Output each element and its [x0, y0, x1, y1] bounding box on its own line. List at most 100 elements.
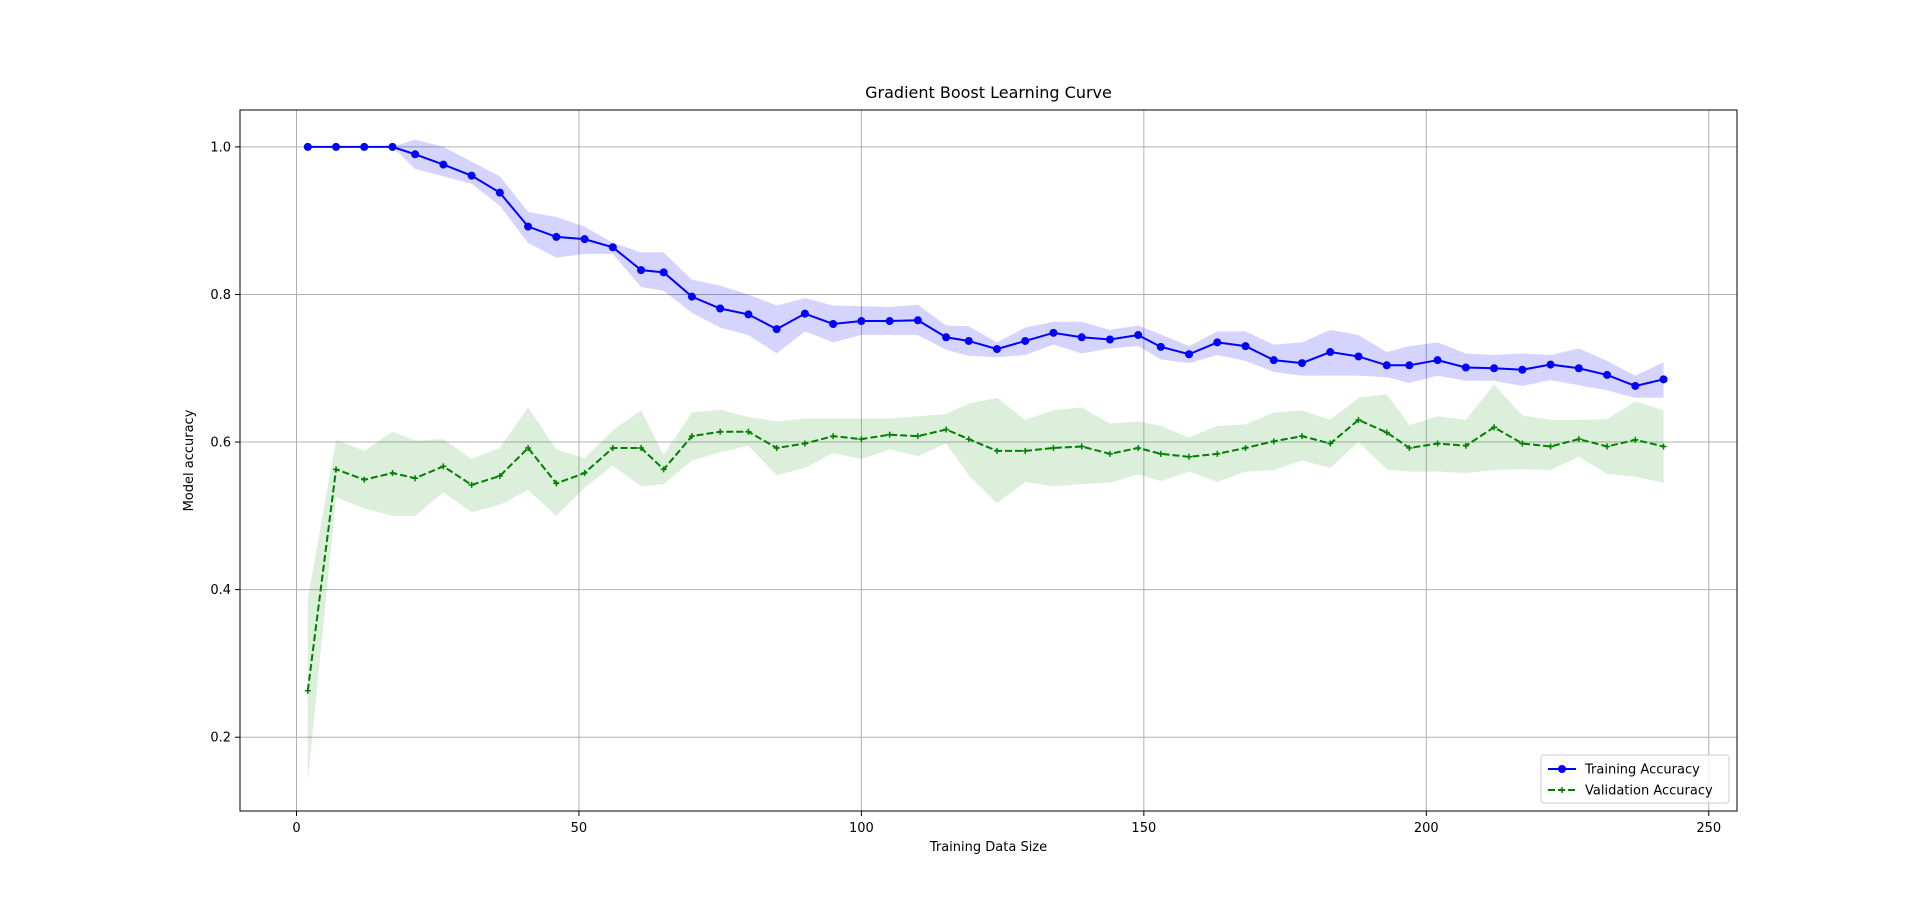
validation-accuracy-point — [1242, 444, 1249, 451]
validation-accuracy-band — [307, 384, 1664, 782]
training-accuracy-point — [360, 142, 369, 151]
training-accuracy-point — [1134, 331, 1143, 340]
training-accuracy-point — [1269, 356, 1278, 365]
validation-accuracy-point — [1604, 443, 1611, 450]
y-tick-label: 1.0 — [210, 140, 231, 155]
x-tick-label: 0 — [292, 821, 300, 836]
x-tick-label: 100 — [849, 821, 874, 836]
validation-accuracy-point — [993, 447, 1000, 454]
training-accuracy-point — [1241, 342, 1250, 351]
legend-training-accuracy-marker — [1558, 765, 1566, 773]
validation-accuracy-point — [660, 466, 667, 473]
validation-accuracy-point — [496, 472, 503, 479]
training-accuracy-point — [1298, 359, 1307, 368]
validation-accuracy-point — [914, 433, 921, 440]
training-accuracy-point — [1603, 370, 1612, 379]
x-tick-label: 200 — [1414, 821, 1439, 836]
training-accuracy-line — [307, 145, 1664, 388]
validation-accuracy-point — [773, 444, 780, 451]
validation-accuracy-point — [943, 426, 950, 433]
training-accuracy-point — [580, 235, 589, 244]
validation-accuracy-point — [1157, 450, 1164, 457]
confidence-bands — [307, 139, 1664, 782]
training-accuracy-point — [467, 171, 476, 180]
training-accuracy-point — [332, 142, 341, 151]
chart-title: Gradient Boost Learning Curve — [865, 83, 1112, 102]
validation-accuracy-point — [717, 428, 724, 435]
validation-accuracy-point — [1270, 438, 1277, 445]
training-accuracy-point — [637, 266, 646, 275]
validation-accuracy-point — [361, 476, 368, 483]
training-accuracy-point — [829, 319, 838, 328]
training-accuracy-point — [1021, 336, 1030, 345]
training-accuracy-point — [857, 317, 866, 326]
y-tick-label: 0.8 — [210, 288, 231, 303]
validation-accuracy-point — [965, 436, 972, 443]
validation-accuracy-point — [801, 440, 808, 447]
validation-accuracy-point — [609, 444, 616, 451]
validation-accuracy-point — [688, 433, 695, 440]
training-accuracy-point — [772, 325, 781, 334]
training-accuracy-point — [1105, 335, 1114, 344]
validation-accuracy-point — [1327, 440, 1334, 447]
legend-validation-accuracy-label: Validation Accuracy — [1585, 784, 1713, 799]
training-accuracy-point — [495, 188, 504, 197]
training-accuracy-point — [1185, 350, 1194, 359]
validation-accuracy-point — [1186, 453, 1193, 460]
validation-accuracy-point — [1355, 416, 1362, 423]
training-accuracy-band — [307, 139, 1664, 398]
validation-accuracy-point — [1575, 436, 1582, 443]
validation-accuracy-point — [1519, 440, 1526, 447]
training-accuracy-point — [1518, 365, 1527, 374]
training-accuracy-point — [439, 160, 448, 169]
x-axis-label: Training Data Size — [929, 840, 1047, 855]
validation-accuracy-point — [830, 433, 837, 440]
training-accuracy-point — [1631, 381, 1640, 390]
validation-accuracy-point — [1383, 429, 1390, 436]
validation-accuracy-point — [1406, 444, 1413, 451]
validation-accuracy-point — [1106, 450, 1113, 457]
legend: Training Accuracy Validation Accuracy — [1540, 754, 1730, 804]
axes-frame — [239, 109, 1738, 812]
training-accuracy-point — [687, 292, 696, 301]
training-accuracy-point — [1156, 342, 1165, 351]
training-accuracy-point — [1405, 361, 1414, 370]
validation-accuracy-point — [1214, 450, 1221, 457]
training-accuracy-point — [1077, 333, 1086, 342]
training-accuracy-point — [608, 243, 617, 252]
training-accuracy-point — [1326, 348, 1335, 357]
axis-ticks: 0 50 100 150 200 250 0.2 0.4 0.6 0.8 1.0 — [210, 140, 1721, 836]
y-axis-label: Model accuracy — [182, 409, 197, 511]
validation-accuracy-point — [1299, 433, 1306, 440]
training-accuracy-point — [964, 336, 973, 345]
validation-accuracy-point — [1491, 424, 1498, 431]
legend-box — [1540, 754, 1730, 804]
training-accuracy-point — [913, 316, 922, 325]
validation-accuracy-point — [1050, 444, 1057, 451]
training-accuracy-point — [1433, 356, 1442, 365]
training-accuracy-point — [388, 142, 397, 151]
validation-accuracy-point — [553, 480, 560, 487]
validation-accuracy-point — [581, 470, 588, 477]
training-accuracy-point — [1213, 338, 1222, 347]
validation-accuracy-point — [440, 463, 447, 470]
training-accuracy-point — [524, 222, 533, 231]
validation-accuracy-point — [1660, 443, 1667, 450]
validation-accuracy-line — [306, 418, 1664, 691]
validation-accuracy-point — [525, 444, 532, 451]
series-markers — [303, 142, 1668, 694]
training-accuracy-point — [716, 304, 725, 313]
validation-accuracy-point — [1135, 444, 1142, 451]
validation-accuracy-point — [412, 475, 419, 482]
training-accuracy-point — [303, 142, 312, 151]
training-accuracy-point — [1574, 364, 1583, 373]
validation-accuracy-point — [1632, 436, 1639, 443]
y-tick-label: 0.4 — [210, 583, 231, 598]
legend-validation-accuracy-marker — [1559, 787, 1565, 793]
training-accuracy-point — [1354, 352, 1363, 361]
training-accuracy-point — [885, 317, 894, 326]
validation-accuracy-point — [638, 444, 645, 451]
training-accuracy-point — [1049, 328, 1058, 337]
training-accuracy-point — [744, 310, 753, 319]
